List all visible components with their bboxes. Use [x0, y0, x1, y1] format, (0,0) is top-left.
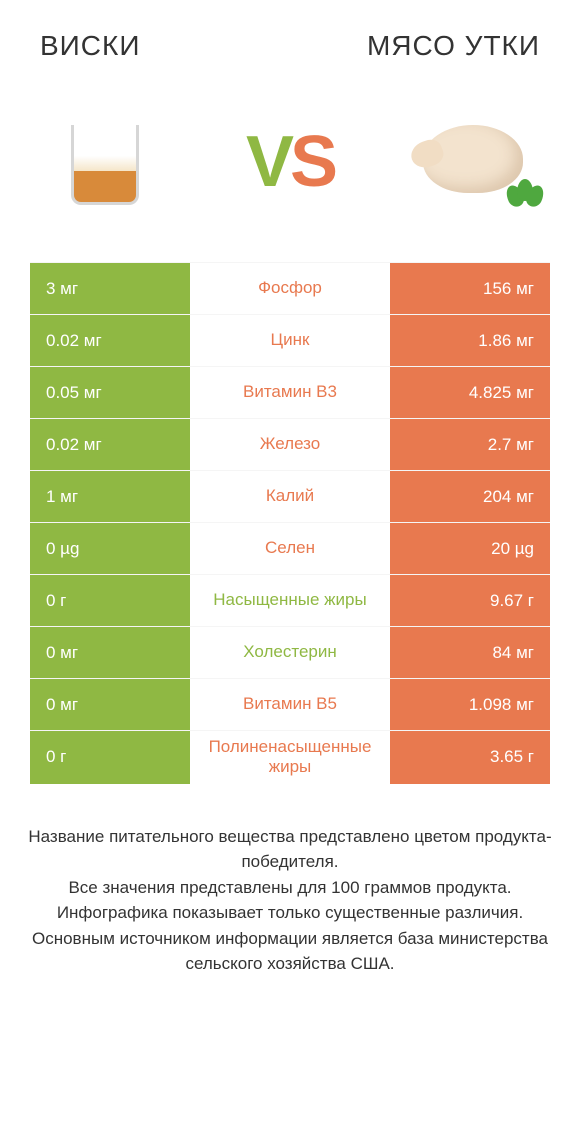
cell-right: 3.65 г: [390, 731, 550, 784]
title-right: МЯСО УТКИ: [367, 30, 540, 62]
cell-left: 0 г: [30, 731, 190, 784]
table-row: 3 мгФосфор156 мг: [30, 262, 550, 314]
vs-v: V: [246, 122, 290, 202]
nutrient-table: 3 мгФосфор156 мг0.02 мгЦинк1.86 мг0.05 м…: [30, 262, 550, 784]
cell-right: 156 мг: [390, 263, 550, 314]
nutrient-name: Насыщенные жиры: [190, 575, 390, 626]
footer-line: Название питательного вещества представл…: [28, 824, 552, 875]
whisky-image: [30, 92, 180, 232]
table-row: 0 мгХолестерин84 мг: [30, 626, 550, 678]
table-row: 0.05 мгВитамин B34.825 мг: [30, 366, 550, 418]
cell-left: 3 мг: [30, 263, 190, 314]
cell-left: 0 µg: [30, 523, 190, 574]
cell-right: 204 мг: [390, 471, 550, 522]
footer-line: Все значения представлены для 100 граммо…: [28, 875, 552, 901]
nutrient-name: Холестерин: [190, 627, 390, 678]
duck-image: [400, 92, 550, 232]
cell-right: 84 мг: [390, 627, 550, 678]
nutrient-name: Полиненасыщенные жиры: [190, 731, 390, 784]
footer-text: Название питательного вещества представл…: [0, 784, 580, 977]
footer-line: Инфографика показывает только существенн…: [28, 900, 552, 926]
cell-left: 0.02 мг: [30, 315, 190, 366]
vs-row: VS: [0, 72, 580, 262]
table-row: 0.02 мгЦинк1.86 мг: [30, 314, 550, 366]
cell-right: 4.825 мг: [390, 367, 550, 418]
table-row: 0 µgСелен20 µg: [30, 522, 550, 574]
nutrient-name: Калий: [190, 471, 390, 522]
cell-right: 9.67 г: [390, 575, 550, 626]
nutrient-name: Железо: [190, 419, 390, 470]
cell-right: 1.86 мг: [390, 315, 550, 366]
cell-left: 0 г: [30, 575, 190, 626]
cell-left: 0.02 мг: [30, 419, 190, 470]
vs-label: VS: [246, 121, 334, 203]
nutrient-name: Цинк: [190, 315, 390, 366]
table-row: 0 мгВитамин B51.098 мг: [30, 678, 550, 730]
table-row: 0 гПолиненасыщенные жиры3.65 г: [30, 730, 550, 784]
footer-line: Основным источником информации является …: [28, 926, 552, 977]
cell-right: 2.7 мг: [390, 419, 550, 470]
vs-s: S: [290, 122, 334, 202]
cell-right: 20 µg: [390, 523, 550, 574]
nutrient-name: Витамин B5: [190, 679, 390, 730]
nutrient-name: Витамин B3: [190, 367, 390, 418]
nutrient-name: Селен: [190, 523, 390, 574]
table-row: 1 мгКалий204 мг: [30, 470, 550, 522]
cell-right: 1.098 мг: [390, 679, 550, 730]
header: ВИСКИ МЯСО УТКИ: [0, 0, 580, 72]
cell-left: 0 мг: [30, 679, 190, 730]
cell-left: 0 мг: [30, 627, 190, 678]
table-row: 0.02 мгЖелезо2.7 мг: [30, 418, 550, 470]
table-row: 0 гНасыщенные жиры9.67 г: [30, 574, 550, 626]
cell-left: 1 мг: [30, 471, 190, 522]
cell-left: 0.05 мг: [30, 367, 190, 418]
title-left: ВИСКИ: [40, 30, 140, 62]
nutrient-name: Фосфор: [190, 263, 390, 314]
